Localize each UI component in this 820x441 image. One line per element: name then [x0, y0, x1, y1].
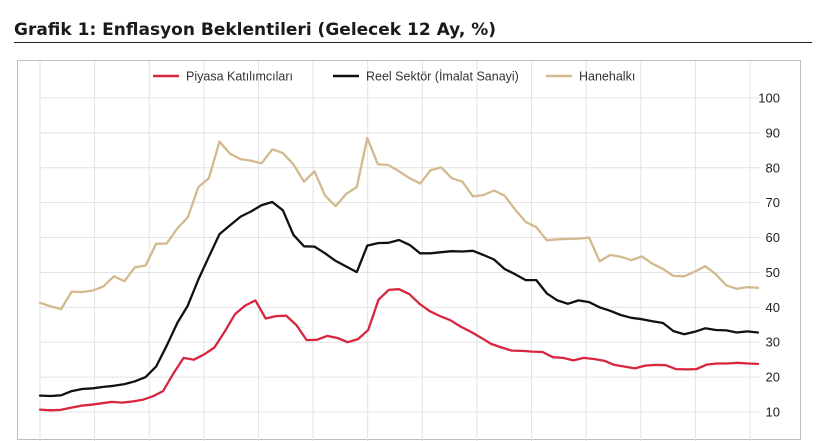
- title-rule: [14, 42, 812, 43]
- legend-label: Hanehalkı: [579, 70, 635, 84]
- series-line-1: [38, 200, 760, 398]
- y-tick-label: 60: [766, 230, 780, 245]
- y-tick-label: 10: [766, 405, 780, 420]
- y-tick-label: 30: [766, 335, 780, 350]
- grid: [39, 61, 760, 441]
- y-tick-label: 20: [766, 370, 780, 385]
- legend: Piyasa Katılımcıları Reel Sektör (İmalat …: [153, 70, 635, 84]
- series-lines: [38, 136, 760, 412]
- chart-title: Grafik 1: Enflasyon Beklentileri (Gelece…: [14, 20, 497, 40]
- chart-frame: Piyasa Katılımcıları Reel Sektör (İmalat …: [17, 60, 801, 441]
- y-tick-label: 90: [766, 125, 780, 140]
- y-tick-label: 100: [758, 91, 780, 106]
- y-tick-label: 50: [766, 265, 780, 280]
- legend-label: Reel Sektör (İmalat Sanayi): [366, 70, 519, 84]
- series-line-0: [38, 288, 760, 412]
- series-line-2: [38, 136, 760, 311]
- legend-label: Piyasa Katılımcıları: [186, 70, 293, 84]
- y-tick-label: 80: [766, 160, 780, 175]
- y-tick-label: 70: [766, 195, 780, 210]
- y-tick-label: 40: [766, 300, 780, 315]
- y-axis: 100 90 80 70 60 50 40 30 20 10: [758, 91, 780, 420]
- line-chart: Piyasa Katılımcıları Reel Sektör (İmalat …: [38, 61, 780, 441]
